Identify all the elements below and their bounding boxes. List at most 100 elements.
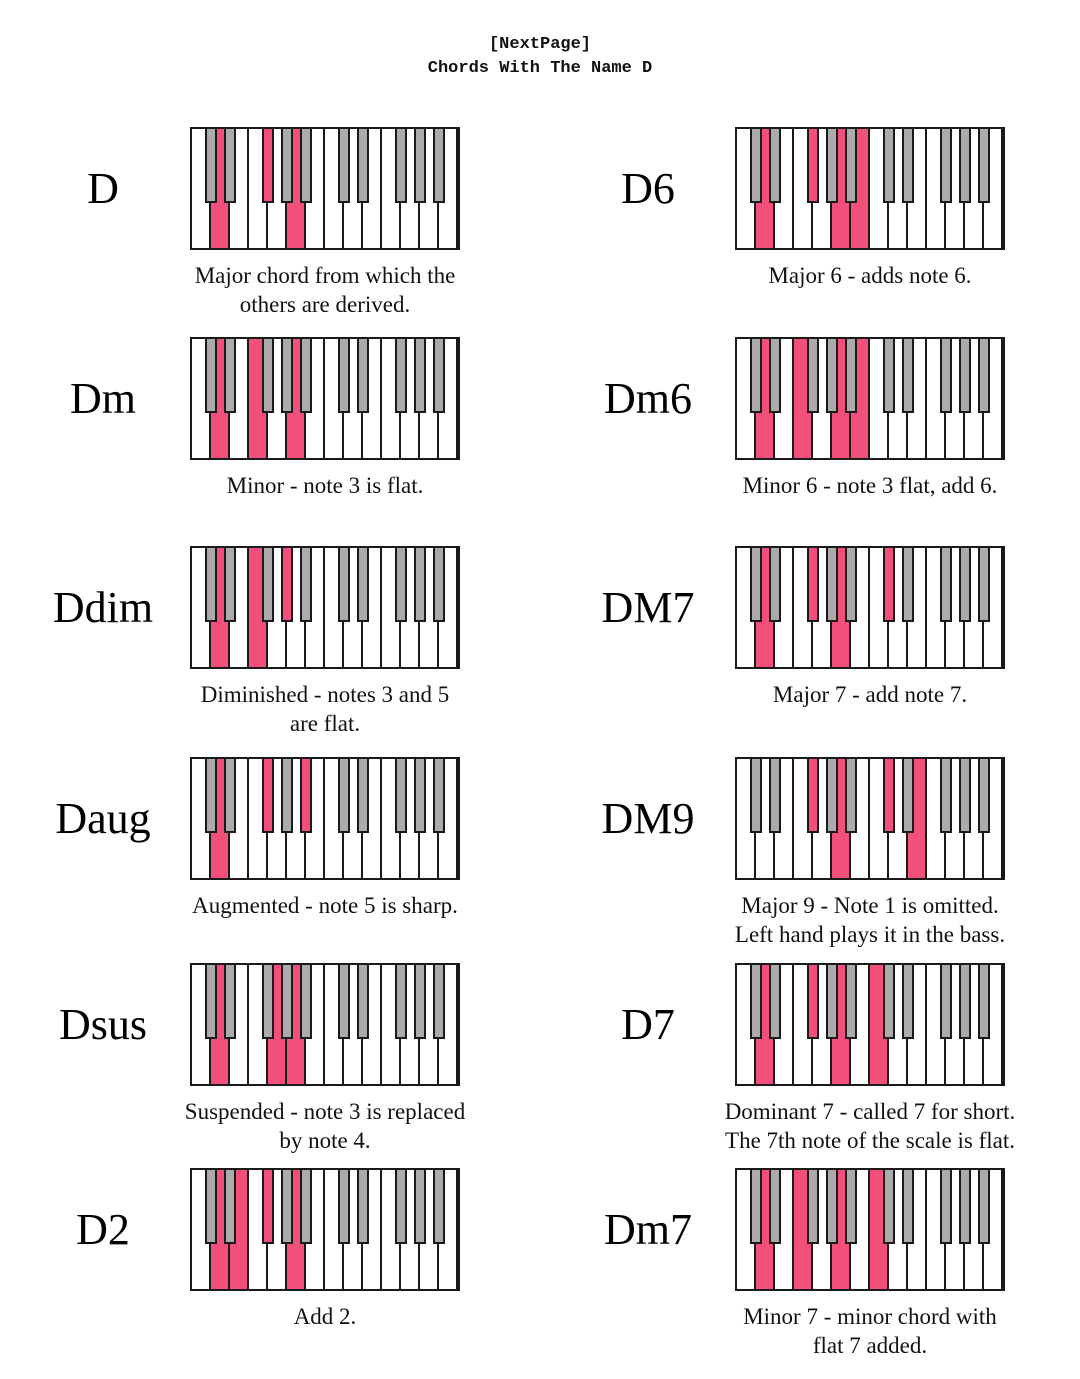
page-tag: [NextPage] bbox=[488, 35, 592, 54]
page-header: [NextPage] Chords With The Name D bbox=[0, 33, 1080, 81]
black-key-F#1 bbox=[262, 759, 274, 833]
black-key-G#2 bbox=[414, 548, 426, 622]
black-key-C#1 bbox=[205, 339, 217, 413]
piano-keyboard bbox=[190, 963, 460, 1086]
piano-keyboard bbox=[735, 757, 1005, 880]
chord-name-label: D bbox=[87, 164, 119, 213]
chord-caption: Diminished - notes 3 and 5 are flat. bbox=[200, 682, 450, 736]
black-key-F#2 bbox=[940, 129, 952, 203]
chord-name-label: Dm7 bbox=[604, 1205, 692, 1254]
black-key-A#2 bbox=[433, 965, 445, 1039]
chord-name-label: Dsus bbox=[58, 1000, 148, 1049]
chord-caption: Major 9 - Note 1 is omitted. Left hand p… bbox=[734, 893, 1006, 947]
black-key-A#2 bbox=[978, 129, 990, 203]
black-key-F#2 bbox=[395, 129, 407, 203]
black-key-D#2 bbox=[902, 129, 914, 203]
black-key-A#1 bbox=[845, 759, 857, 833]
chord-caption: Major 7 - add note 7. bbox=[772, 682, 968, 707]
black-key-F#2 bbox=[940, 548, 952, 622]
chord-name-label: DM7 bbox=[601, 583, 695, 632]
black-key-F#1 bbox=[807, 759, 819, 833]
black-key-F#2 bbox=[940, 1170, 952, 1244]
black-key-C#1 bbox=[205, 548, 217, 622]
black-key-D#1 bbox=[224, 1170, 236, 1244]
black-key-C#2 bbox=[883, 339, 895, 413]
chord-Daug: Daug Augmented - note 5 is sharp. bbox=[28, 757, 548, 962]
piano-keyboard bbox=[735, 337, 1005, 460]
black-key-G#1 bbox=[826, 129, 838, 203]
black-key-F#1 bbox=[262, 1170, 274, 1244]
black-key-D#2 bbox=[902, 965, 914, 1039]
black-key-G#2 bbox=[959, 759, 971, 833]
black-key-F#2 bbox=[395, 548, 407, 622]
black-key-A#1 bbox=[845, 1170, 857, 1244]
black-key-C#2 bbox=[338, 965, 350, 1039]
black-key-C#2 bbox=[338, 339, 350, 413]
black-key-C#2 bbox=[883, 1170, 895, 1244]
black-key-F#2 bbox=[395, 1170, 407, 1244]
black-key-G#1 bbox=[281, 129, 293, 203]
black-key-F#1 bbox=[262, 339, 274, 413]
black-key-D#1 bbox=[769, 965, 781, 1039]
piano-keyboard bbox=[190, 337, 460, 460]
black-key-D#1 bbox=[224, 759, 236, 833]
black-key-F#2 bbox=[395, 965, 407, 1039]
black-key-G#2 bbox=[414, 1170, 426, 1244]
black-key-A#2 bbox=[433, 548, 445, 622]
black-key-F#2 bbox=[395, 759, 407, 833]
black-key-A#2 bbox=[978, 965, 990, 1039]
chord-caption: Minor - note 3 is flat. bbox=[226, 473, 424, 498]
black-key-G#2 bbox=[414, 339, 426, 413]
black-key-A#2 bbox=[433, 339, 445, 413]
black-key-D#2 bbox=[357, 1170, 369, 1244]
chord-name-label: Daug bbox=[55, 794, 151, 843]
black-key-G#2 bbox=[414, 965, 426, 1039]
black-key-D#2 bbox=[902, 1170, 914, 1244]
black-key-A#1 bbox=[300, 965, 312, 1039]
black-key-F#1 bbox=[807, 129, 819, 203]
black-key-G#1 bbox=[826, 339, 838, 413]
chord-caption: Minor 7 - minor chord with flat 7 added. bbox=[743, 1304, 997, 1358]
black-key-G#2 bbox=[959, 1170, 971, 1244]
black-key-C#1 bbox=[750, 965, 762, 1039]
black-key-A#2 bbox=[978, 759, 990, 833]
piano-keyboard bbox=[190, 127, 460, 250]
black-key-C#2 bbox=[883, 129, 895, 203]
chord-caption: Suspended - note 3 is replaced by note 4… bbox=[184, 1099, 466, 1153]
black-key-C#1 bbox=[750, 548, 762, 622]
piano-keyboard bbox=[190, 1168, 460, 1291]
chord-caption: Dominant 7 - called 7 for short. The 7th… bbox=[724, 1099, 1016, 1153]
black-key-G#1 bbox=[281, 965, 293, 1039]
black-key-D#1 bbox=[224, 548, 236, 622]
black-key-A#2 bbox=[433, 129, 445, 203]
chord-figure: Minor - note 3 is flat. bbox=[190, 337, 460, 500]
black-key-G#1 bbox=[281, 759, 293, 833]
black-key-G#1 bbox=[826, 548, 838, 622]
black-key-F#2 bbox=[940, 965, 952, 1039]
black-key-F#2 bbox=[395, 339, 407, 413]
black-key-C#2 bbox=[338, 548, 350, 622]
black-key-D#2 bbox=[357, 339, 369, 413]
black-key-A#2 bbox=[978, 1170, 990, 1244]
black-key-C#1 bbox=[750, 339, 762, 413]
black-key-A#2 bbox=[433, 1170, 445, 1244]
black-key-G#2 bbox=[414, 129, 426, 203]
black-key-D#2 bbox=[357, 759, 369, 833]
black-key-F#1 bbox=[807, 965, 819, 1039]
black-key-D#2 bbox=[902, 548, 914, 622]
black-key-D#1 bbox=[224, 339, 236, 413]
chord-D7: D7 Dominant 7 - called 7 for short. The 7… bbox=[573, 963, 1080, 1168]
black-key-D#2 bbox=[357, 129, 369, 203]
chord-D6: D6 Major 6 - adds note 6. bbox=[573, 127, 1080, 332]
black-key-D#1 bbox=[769, 759, 781, 833]
chord-name-label: D6 bbox=[621, 164, 675, 213]
black-key-A#2 bbox=[433, 759, 445, 833]
black-key-D#1 bbox=[769, 339, 781, 413]
black-key-G#1 bbox=[281, 548, 293, 622]
black-key-D#1 bbox=[224, 965, 236, 1039]
chord-name-label: Dm6 bbox=[604, 374, 692, 423]
piano-keyboard bbox=[735, 546, 1005, 669]
chord-figure: Add 2. bbox=[190, 1168, 460, 1331]
chord-figure: Augmented - note 5 is sharp. bbox=[190, 757, 460, 920]
